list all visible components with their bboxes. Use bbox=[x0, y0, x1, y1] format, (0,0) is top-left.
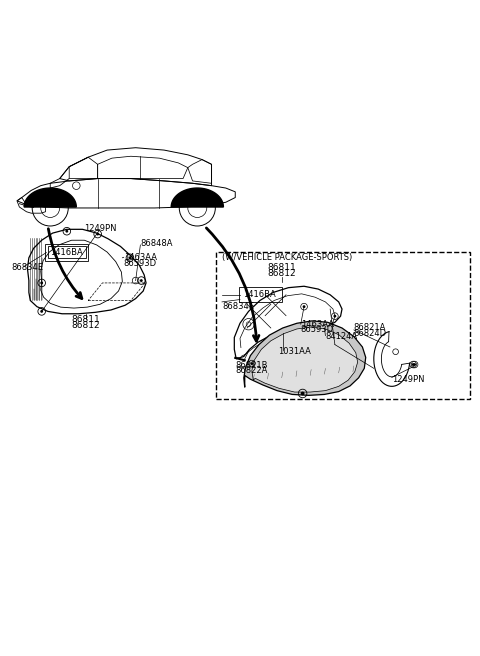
Text: 1463AA: 1463AA bbox=[124, 253, 157, 262]
Text: 86593D: 86593D bbox=[301, 325, 334, 335]
Circle shape bbox=[302, 305, 305, 308]
Circle shape bbox=[412, 363, 415, 366]
Text: 86821B: 86821B bbox=[235, 361, 268, 369]
Circle shape bbox=[334, 315, 336, 318]
Text: 86821A: 86821A bbox=[354, 323, 386, 333]
Polygon shape bbox=[24, 188, 76, 207]
Polygon shape bbox=[252, 327, 358, 392]
Text: 86822A: 86822A bbox=[235, 366, 268, 375]
Text: 86824D: 86824D bbox=[354, 329, 387, 338]
Text: 86812: 86812 bbox=[267, 270, 296, 278]
Text: 84124A: 84124A bbox=[325, 332, 358, 341]
Circle shape bbox=[251, 362, 253, 365]
Text: 1416BA: 1416BA bbox=[50, 248, 83, 257]
Text: (W/VEHICLE PACKAGE-SPORTS): (W/VEHICLE PACKAGE-SPORTS) bbox=[222, 253, 352, 262]
Text: 1031AA: 1031AA bbox=[278, 347, 311, 356]
Text: 86593D: 86593D bbox=[124, 258, 157, 268]
Circle shape bbox=[129, 256, 132, 259]
Text: 86848A: 86848A bbox=[140, 239, 173, 248]
Circle shape bbox=[281, 331, 284, 334]
Text: 1249PN: 1249PN bbox=[84, 224, 116, 233]
Text: 86834E: 86834E bbox=[222, 302, 254, 311]
Circle shape bbox=[40, 281, 43, 284]
Circle shape bbox=[96, 233, 99, 236]
Text: 1416BA: 1416BA bbox=[243, 291, 276, 299]
Circle shape bbox=[65, 230, 68, 233]
Text: 1249PN: 1249PN bbox=[392, 375, 424, 384]
Polygon shape bbox=[244, 321, 366, 396]
Text: 1463AA: 1463AA bbox=[301, 319, 334, 329]
Circle shape bbox=[301, 392, 304, 396]
Text: 86811: 86811 bbox=[267, 263, 296, 272]
Polygon shape bbox=[171, 188, 223, 207]
Text: 86834E: 86834E bbox=[12, 263, 43, 272]
Circle shape bbox=[413, 363, 416, 366]
Text: 86811: 86811 bbox=[72, 315, 100, 324]
Circle shape bbox=[140, 279, 143, 282]
Circle shape bbox=[40, 310, 43, 313]
Text: 86812: 86812 bbox=[72, 321, 100, 330]
